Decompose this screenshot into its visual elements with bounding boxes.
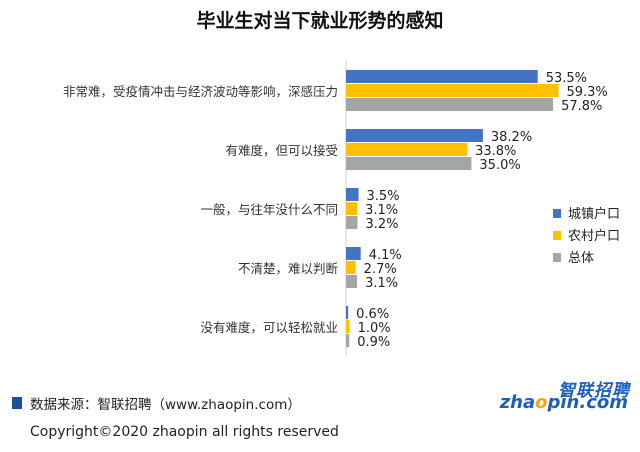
- bar: [346, 247, 361, 260]
- bar: [346, 98, 554, 111]
- data-label: 3.1%: [365, 203, 398, 218]
- data-label: 57.8%: [561, 99, 602, 114]
- bar: [346, 306, 349, 319]
- bar: [346, 202, 358, 215]
- legend-swatch: [553, 253, 561, 262]
- data-label: 35.0%: [479, 158, 520, 173]
- zhaopin-logo: 智联招聘 zhaopin.com: [500, 376, 630, 413]
- category-label: 没有难度，可以轻松就业: [200, 320, 338, 335]
- copyright: Copyright©2020 zhaopin all rights reserv…: [30, 424, 339, 440]
- data-label: 38.2%: [491, 130, 532, 145]
- legend-label: 城镇户口: [568, 206, 620, 222]
- data-label: 1.0%: [358, 321, 391, 336]
- source-marker: [12, 397, 22, 409]
- data-label: 4.1%: [369, 248, 402, 263]
- bar: [346, 216, 358, 229]
- plot-area: 非常难，受疫情冲击与经济波动等影响，深感压力 53.5%59.3%57.8% 有难度…: [63, 60, 608, 356]
- data-label: 0.6%: [356, 307, 389, 322]
- data-source: 数据来源：智联招聘（www.zhaopin.com）: [30, 397, 301, 413]
- bar: [346, 157, 472, 170]
- legend-label: 总体: [568, 251, 594, 266]
- bar: [346, 70, 538, 83]
- logo-cn-text: 智联招聘: [558, 381, 630, 401]
- category-label: 不清楚，难以判断: [238, 261, 338, 276]
- bar: [346, 275, 358, 288]
- category-label: 有难度，但可以接受: [225, 143, 338, 158]
- data-label: 2.7%: [364, 262, 397, 277]
- data-label: 3.5%: [367, 189, 400, 204]
- bar: [346, 188, 359, 201]
- data-label: 3.1%: [365, 276, 398, 291]
- data-label: 53.5%: [546, 71, 587, 86]
- bar: [346, 84, 559, 97]
- bar: [346, 261, 356, 274]
- bar: [346, 320, 350, 333]
- data-label: 59.3%: [566, 85, 607, 100]
- category-label: 一般，与往年没什么不同: [200, 202, 338, 217]
- category-label: 非常难，受疫情冲击与经济波动等影响，深感压力: [63, 84, 338, 99]
- legend-label: 农村户口: [568, 228, 620, 244]
- chart-title: 毕业生对当下就业形势的感知: [196, 9, 443, 32]
- legend-swatch: [553, 209, 561, 218]
- bar: [346, 129, 483, 142]
- data-label: 3.2%: [365, 217, 398, 232]
- logo-en-text: zhaopin.com: [499, 392, 628, 413]
- data-label: 0.9%: [357, 335, 390, 350]
- bar: [346, 334, 350, 347]
- bar: [346, 143, 468, 156]
- legend-swatch: [553, 231, 561, 240]
- data-label: 33.8%: [475, 144, 516, 159]
